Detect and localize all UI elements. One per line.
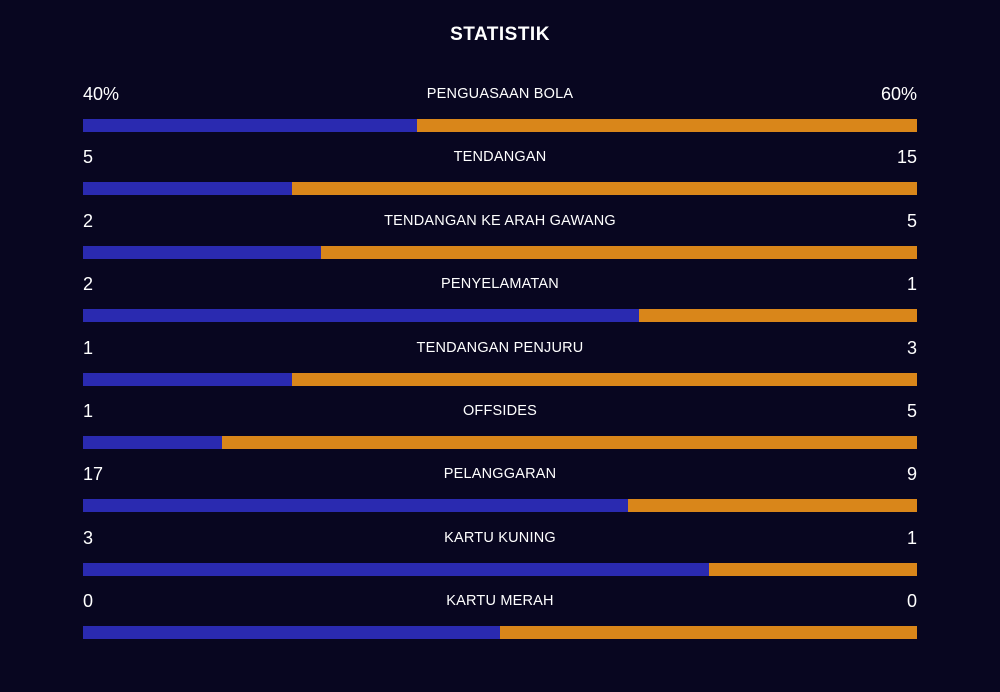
home-bar-segment (83, 182, 292, 196)
away-value: 1 (906, 527, 917, 548)
stat-bar (83, 119, 917, 132)
home-bar-segment (83, 245, 322, 259)
stat-bar (83, 372, 917, 386)
stat-bar (83, 499, 917, 513)
home-bar-segment (83, 372, 292, 386)
stat-label: KARTU KUNING (444, 529, 556, 546)
away-value: 1 (906, 274, 917, 295)
home-value: 0 (83, 591, 94, 612)
stat-row: 17 PELANGGARAN 9 (83, 463, 917, 526)
away-value: 60% (880, 84, 917, 104)
home-bar-segment (83, 119, 417, 132)
away-value: 0 (906, 591, 917, 612)
stat-row: 0 KARTU MERAH 0 (83, 590, 917, 653)
home-value: 2 (83, 210, 94, 231)
statistics-title: STATISTIK (450, 24, 550, 45)
stat-label: PENGUASAAN BOLA (426, 86, 574, 102)
stat-label: KARTU MERAH (446, 593, 554, 610)
stat-bar (83, 435, 917, 449)
away-value: 15 (896, 147, 917, 168)
stat-bar (83, 626, 917, 640)
stat-row: 3 KARTU KUNING 1 (83, 527, 917, 590)
home-value: 5 (83, 147, 94, 168)
home-bar-segment (83, 562, 709, 576)
stat-row: 1 TENDANGAN PENJURU 3 (83, 337, 917, 400)
away-bar-segment (321, 245, 917, 259)
stats-list: 40% PENGUASAAN BOLA 60% 5 TENDANGAN 15 2 TENDAN… (83, 83, 917, 654)
home-bar-segment (83, 309, 640, 323)
home-value: 17 (83, 464, 104, 485)
stat-row: 2 PENYELAMATAN 1 (83, 273, 917, 336)
stat-row: 2 TENDANGAN KE ARAH GAWANG 5 (83, 210, 917, 273)
home-value: 1 (83, 337, 94, 358)
stat-label: PELANGGARAN (443, 466, 557, 483)
home-bar-segment (83, 499, 629, 513)
away-bar-segment (500, 626, 917, 640)
away-bar-segment (291, 372, 917, 386)
stat-bar (83, 562, 917, 576)
stat-bar (83, 309, 917, 323)
stat-row: 40% PENGUASAAN BOLA 60% (83, 83, 917, 146)
stat-row: 1 OFFSIDES 5 (83, 400, 917, 463)
home-value: 40% (83, 84, 120, 104)
stat-label: PENYELAMATAN (441, 276, 559, 293)
stat-bar (83, 182, 917, 196)
stat-label: TENDANGAN PENJURU (416, 339, 584, 356)
stat-row: 5 TENDANGAN 15 (83, 146, 917, 209)
away-bar-segment (222, 435, 917, 449)
home-value: 2 (83, 274, 94, 295)
home-value: 3 (83, 527, 94, 548)
away-bar-segment (708, 562, 917, 576)
home-bar-segment (83, 626, 500, 640)
stat-label: TENDANGAN (453, 149, 547, 166)
away-value: 5 (906, 210, 917, 231)
away-bar-segment (639, 309, 917, 323)
away-bar-segment (416, 119, 917, 132)
stat-label: TENDANGAN KE ARAH GAWANG (384, 212, 616, 229)
away-bar-segment (628, 499, 917, 513)
away-bar-segment (291, 182, 917, 196)
home-bar-segment (83, 435, 223, 449)
home-value: 1 (83, 400, 94, 421)
stat-label: OFFSIDES (462, 402, 538, 419)
away-value: 9 (906, 464, 917, 485)
away-value: 3 (906, 337, 917, 358)
stat-bar (83, 245, 917, 259)
away-value: 5 (906, 400, 917, 421)
